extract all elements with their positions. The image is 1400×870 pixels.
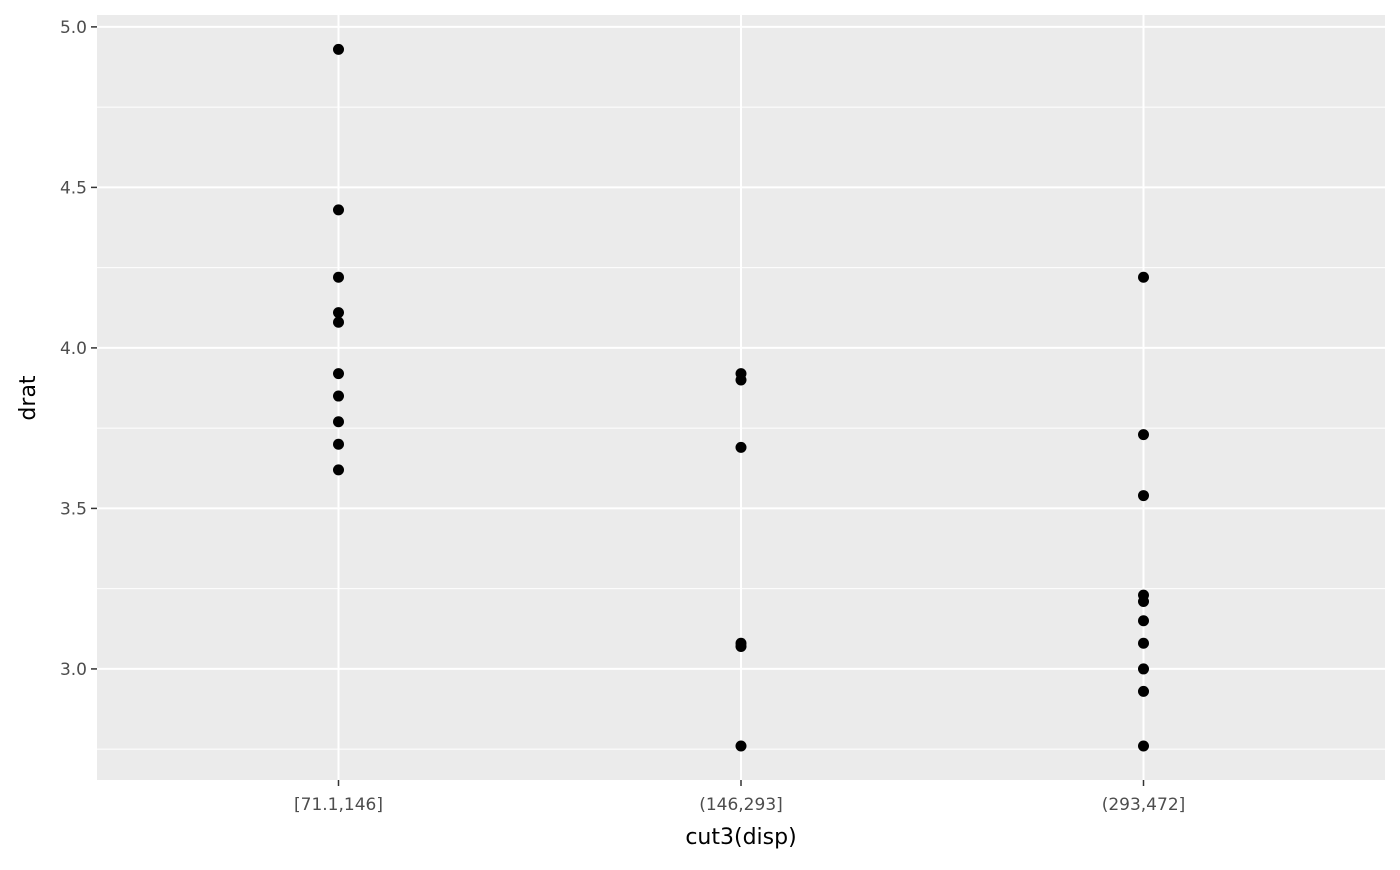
y-tick-label: 3.0 (60, 660, 87, 680)
data-point (1138, 740, 1149, 752)
data-point (333, 307, 344, 319)
x-axis: [71.1,146] (146,293] (293,472] (294, 780, 1185, 815)
data-point (735, 740, 747, 752)
data-point (333, 316, 344, 328)
data-point (1138, 637, 1149, 649)
data-point (333, 416, 344, 428)
data-points (333, 43, 1149, 752)
data-point (333, 390, 344, 402)
data-point (735, 640, 747, 652)
data-point (333, 464, 344, 476)
data-point (1138, 490, 1149, 502)
data-point (1138, 596, 1149, 608)
data-point (1138, 685, 1149, 697)
y-tick-label: 3.5 (60, 499, 87, 519)
data-point (1138, 429, 1149, 441)
y-tick-label: 4.5 (60, 178, 87, 198)
data-point (735, 441, 747, 453)
y-axis-title: drat (16, 375, 41, 420)
data-point (1138, 271, 1149, 283)
x-tick-label: (146,293] (699, 795, 783, 815)
x-axis-title: cut3(disp) (685, 825, 796, 850)
data-point (1138, 615, 1149, 627)
x-tick-label: (293,472] (1102, 795, 1186, 815)
data-point (1138, 663, 1149, 675)
data-point (333, 438, 344, 450)
y-tick-label: 5.0 (60, 18, 87, 38)
data-point (333, 204, 344, 216)
data-point (333, 368, 344, 380)
x-tick-label: [71.1,146] (294, 795, 383, 815)
y-axis: 3.0 3.5 4.0 4.5 5.0 (60, 18, 97, 680)
data-point (735, 374, 747, 386)
y-tick-label: 4.0 (60, 339, 87, 359)
data-point (333, 271, 344, 283)
data-point (333, 43, 344, 55)
